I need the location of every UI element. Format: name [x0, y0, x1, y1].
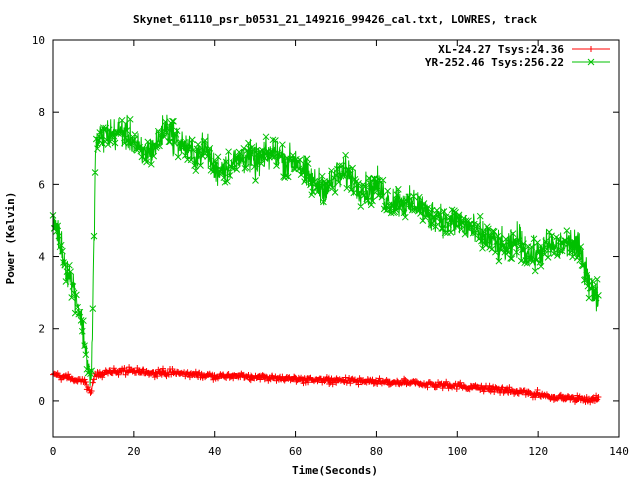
- x-tick-label: 80: [370, 445, 383, 458]
- y-tick-label: 8: [38, 106, 45, 119]
- x-tick-label: 140: [609, 445, 629, 458]
- y-tick-label: 2: [38, 323, 45, 336]
- y-tick-label: 6: [38, 178, 45, 191]
- series-layer: [49, 114, 602, 406]
- x-tick-label: 0: [50, 445, 57, 458]
- x-tick-label: 120: [528, 445, 548, 458]
- x-tick-label: 100: [447, 445, 467, 458]
- chart-title: Skynet_61110_psr_b0531_21_149216_99426_c…: [133, 13, 537, 26]
- legend-label-yr: YR-252.46 Tsys:256.22: [425, 56, 564, 69]
- series-1: [49, 114, 602, 386]
- legend-label-xl: XL-24.27 Tsys:24.36: [438, 43, 564, 56]
- plot-frame: [52, 39, 620, 438]
- legend: XL-24.27 Tsys:24.36 YR-252.46 Tsys:256.2…: [425, 43, 610, 69]
- y-axis-label: Power (Kelvin): [4, 192, 17, 285]
- y-tick-label: 4: [38, 251, 45, 264]
- legend-marker-xl: [588, 46, 594, 52]
- y-tick-label: 0: [38, 395, 45, 408]
- x-tick-label: 40: [208, 445, 221, 458]
- y-tick-label: 10: [32, 34, 45, 47]
- x-axis-label: Time(Seconds): [292, 464, 378, 477]
- x-tick-label: 20: [127, 445, 140, 458]
- x-tick-label: 60: [289, 445, 302, 458]
- legend-marker-yr: [587, 58, 595, 66]
